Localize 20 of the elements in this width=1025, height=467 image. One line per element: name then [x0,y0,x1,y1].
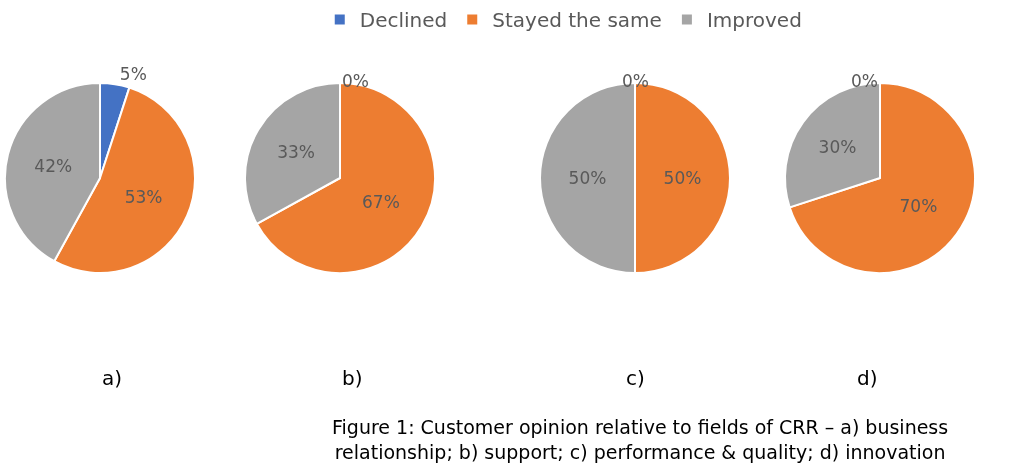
data-label: 67% [361,192,400,213]
legend-label: Stayed the same [492,8,662,33]
data-label: 30% [818,137,857,158]
text: 0% [342,71,369,91]
text: c) [626,366,645,390]
data-label: 70% [899,195,938,216]
legend-label: Declined [359,8,448,33]
text: 0% [622,71,649,91]
data-label: 53% [124,186,163,207]
data-label: 42% [34,156,73,176]
legend-label: Improved [706,8,802,33]
text: 0% [851,71,878,91]
data-label: 5% [119,64,147,85]
text: b) [342,366,363,390]
data-label: 50% [663,168,702,188]
data-label: 50% [568,168,607,188]
text: d) [857,366,878,390]
caption: Figure 1: Customer opinion relative to fields of CRR – a) business relationship; b) support; c) performance & quality; d) innovation [332,416,949,463]
text: a) [102,366,123,390]
data-label: 33% [277,142,315,163]
